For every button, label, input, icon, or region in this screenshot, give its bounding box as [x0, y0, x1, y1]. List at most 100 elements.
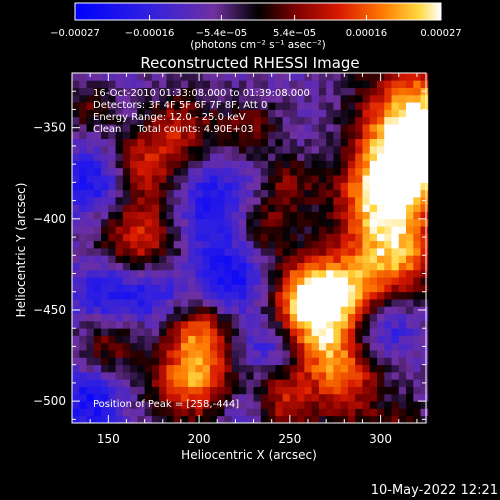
heatmap-cell: [406, 335, 414, 344]
heatmap-cell: [384, 386, 392, 395]
heatmap-cell: [202, 167, 211, 176]
heatmap-cell: [398, 87, 407, 96]
heatmap-cell: [166, 386, 175, 395]
heatmap-cell: [260, 218, 269, 227]
heatmap-cell: [384, 371, 392, 380]
heatmap-cell: [369, 240, 378, 249]
heatmap-cell: [115, 401, 124, 409]
heatmap-cell: [384, 393, 392, 402]
heatmap-cell: [406, 262, 414, 271]
heatmap-cell: [151, 277, 160, 285]
heatmap-cell: [384, 313, 392, 322]
heatmap-cell: [166, 255, 175, 263]
heatmap-cell: [144, 299, 153, 307]
heatmap-cell: [72, 226, 80, 234]
heatmap-cell: [260, 386, 269, 395]
heatmap-cell: [384, 175, 392, 183]
heatmap-cell: [202, 73, 211, 81]
heatmap-cell: [246, 248, 254, 256]
heatmap-cell: [260, 299, 269, 307]
heatmap-cell: [355, 306, 363, 315]
heatmap-cell: [79, 262, 87, 271]
heatmap-cell: [369, 313, 378, 322]
heatmap-cell: [318, 401, 327, 409]
heatmap-cell: [101, 153, 109, 161]
heatmap-cell: [93, 240, 102, 249]
heatmap-cell: [260, 342, 269, 351]
heatmap-cell: [297, 255, 305, 263]
heatmap-cell: [362, 94, 371, 103]
heatmap-cell: [137, 255, 146, 263]
heatmap-cell: [72, 335, 80, 344]
heatmap-cell: [376, 160, 385, 169]
heatmap-cell: [166, 87, 175, 96]
heatmap-cell: [253, 299, 262, 307]
heatmap-cell: [384, 182, 392, 191]
heatmap-cell: [333, 109, 342, 118]
heatmap-cell: [209, 145, 218, 154]
heatmap-cell: [268, 175, 276, 183]
heatmap-cell: [101, 160, 109, 169]
heatmap-cell: [318, 255, 327, 263]
heatmap-cell: [297, 401, 305, 409]
heatmap-cell: [108, 320, 116, 329]
heatmap-cell: [195, 408, 204, 417]
heatmap-cell: [289, 415, 298, 424]
heatmap-cell: [144, 408, 153, 417]
heatmap-cell: [151, 145, 160, 154]
heatmap-cell: [166, 379, 175, 387]
heatmap-cell: [369, 379, 378, 387]
heatmap-cell: [297, 393, 305, 402]
heatmap-cell: [209, 87, 218, 96]
heatmap-cell: [93, 153, 102, 161]
heatmap-cell: [195, 357, 204, 366]
heatmap-cell: [347, 320, 356, 329]
heatmap-cell: [275, 167, 283, 176]
heatmap-cell: [144, 204, 153, 212]
heatmap-cell: [151, 350, 160, 358]
heatmap-cell: [304, 291, 313, 300]
heatmap-cell: [326, 335, 334, 344]
heatmap-cell: [260, 350, 269, 358]
heatmap-cell: [217, 342, 225, 351]
heatmap-cell: [188, 357, 196, 366]
heatmap-cell: [137, 102, 146, 110]
heatmap-cell: [202, 415, 211, 424]
heatmap-cell: [311, 415, 320, 424]
heatmap-cell: [304, 218, 313, 227]
heatmap-cell: [166, 320, 175, 329]
heatmap-cell: [159, 401, 167, 409]
heatmap-cell: [268, 306, 276, 315]
heatmap-cell: [369, 109, 378, 118]
heatmap-cell: [93, 218, 102, 227]
heatmap-cell: [188, 131, 196, 140]
heatmap-cell: [130, 196, 138, 205]
heatmap-cell: [159, 189, 167, 198]
heatmap-cell: [391, 291, 400, 300]
heatmap-cell: [86, 153, 95, 161]
heatmap-cell: [340, 313, 349, 322]
heatmap-cell: [188, 371, 196, 380]
heatmap-cell: [86, 408, 95, 417]
heatmap-cell: [166, 328, 175, 336]
heatmap-cell: [202, 248, 211, 256]
heatmap-cell: [93, 233, 102, 242]
heatmap-cell: [122, 306, 131, 315]
heatmap-cell: [413, 87, 421, 96]
heatmap-cell: [122, 80, 131, 88]
heatmap-cell: [144, 364, 153, 373]
heatmap-cell: [355, 80, 363, 88]
heatmap-cell: [406, 73, 414, 81]
heatmap-cell: [195, 204, 204, 212]
y-tick-label: −400: [33, 212, 66, 226]
heatmap-cell: [151, 116, 160, 125]
heatmap-cell: [355, 116, 363, 125]
heatmap-cell: [326, 320, 334, 329]
heatmap-cell: [93, 393, 102, 402]
heatmap-cell: [79, 189, 87, 198]
heatmap-cell: [144, 153, 153, 161]
heatmap-cell: [246, 182, 254, 191]
heatmap-cell: [362, 262, 371, 271]
heatmap-cell: [151, 131, 160, 140]
heatmap-cell: [159, 408, 167, 417]
